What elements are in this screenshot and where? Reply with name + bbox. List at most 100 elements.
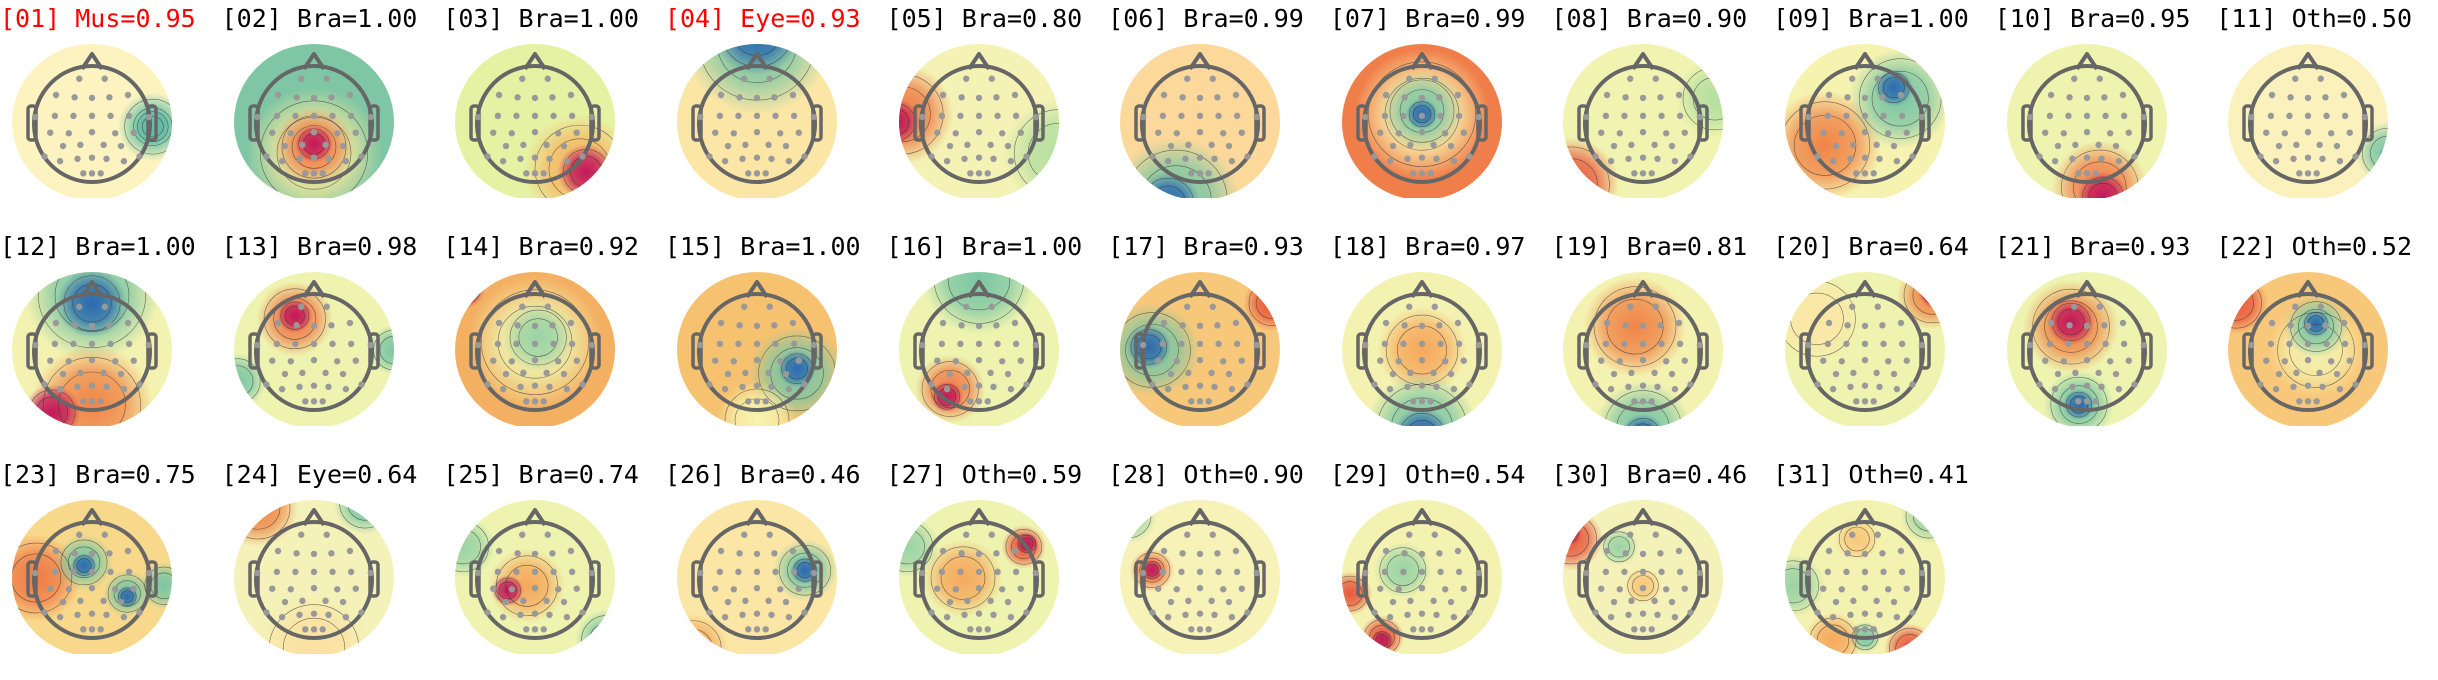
electrode-dot: [1215, 340, 1222, 348]
electrode-dot: [1395, 586, 1402, 593]
electrode-dot: [103, 611, 110, 618]
component-cell-30[interactable]: [30] Bra=0.46: [1551, 458, 1773, 680]
electrode-dot: [1843, 568, 1850, 576]
electrode-dot: [1437, 112, 1444, 120]
ear-icon: [1254, 560, 1266, 598]
electrode-dot: [1400, 340, 1407, 348]
component-cell-01[interactable]: [01] Mus=0.95: [0, 2, 222, 224]
nose-icon: [966, 508, 991, 527]
electrode-dot: [328, 568, 336, 576]
component-cell-11[interactable]: [11] Oth=0.50: [2216, 2, 2438, 224]
electrode-dot: [2064, 340, 2072, 348]
electrode-dot: [1628, 369, 1636, 377]
electrode-dot: [730, 358, 737, 365]
component-cell-23[interactable]: [23] Bra=0.75: [0, 458, 222, 680]
electrode-dot: [1879, 94, 1886, 101]
electrode-dot: [484, 381, 491, 388]
component-cell-03[interactable]: [03] Bra=1.00: [443, 2, 665, 224]
component-cell-26[interactable]: [26] Bra=0.46: [665, 458, 887, 680]
topomap: [1120, 44, 1281, 198]
nose-icon: [1631, 52, 1656, 71]
component-cell-14[interactable]: [14] Bra=0.92: [443, 230, 665, 452]
electrode-dot: [1418, 322, 1426, 330]
ear-icon: [589, 560, 602, 598]
electrode-dot: [2257, 381, 2264, 388]
component-cell-31[interactable]: [31] Oth=0.41: [1773, 458, 1995, 680]
topomap: [1120, 272, 1281, 426]
electrode-dot: [2083, 128, 2090, 136]
electrode-dot: [540, 626, 548, 633]
head-outline: [1583, 292, 1704, 412]
electrode-dot: [785, 157, 793, 165]
electrode-dot: [1658, 340, 1666, 348]
component-cell-13[interactable]: [13] Bra=0.98: [222, 230, 444, 452]
electrode-dot: [568, 91, 575, 99]
component-cell-04[interactable]: [04] Eye=0.93: [665, 2, 887, 224]
ear-icon: [26, 560, 38, 598]
electrode-dot: [975, 398, 982, 405]
ear-icon: [469, 560, 482, 598]
electrode-dot: [1395, 358, 1402, 365]
electrode-dot: [103, 383, 110, 390]
electrode-dot: [262, 381, 270, 388]
electrode-dot: [563, 157, 571, 165]
component-cell-22[interactable]: [22] Oth=0.52: [2216, 230, 2438, 452]
component-cell-08[interactable]: [08] Bra=0.90: [1551, 2, 1773, 224]
electrode-dot: [992, 94, 1000, 101]
electrode-dot: [520, 141, 527, 149]
electrode-dot: [1466, 381, 1473, 388]
electrode-dot: [1625, 611, 1633, 618]
ear-icon: [367, 560, 380, 598]
ear-icon: [1919, 104, 1931, 142]
electrode-dot: [2083, 382, 2090, 389]
component-cell-05[interactable]: [05] Bra=0.80: [887, 2, 1109, 224]
component-cell-27[interactable]: [27] Oth=0.59: [887, 458, 1109, 680]
component-cell-24[interactable]: [24] Eye=0.64: [222, 458, 444, 680]
electrode-dot: [939, 319, 946, 327]
electrode-dot: [310, 382, 317, 389]
electrode-dot: [1460, 129, 1467, 136]
component-cell-15[interactable]: [15] Bra=1.00: [665, 230, 887, 452]
component-cell-18[interactable]: [18] Bra=0.97: [1330, 230, 1552, 452]
electrode-dot: [71, 94, 78, 101]
component-cell-02[interactable]: [02] Bra=1.00: [222, 2, 444, 224]
component-cell-12[interactable]: [12] Bra=1.00: [0, 230, 222, 452]
electrode-dot: [569, 340, 576, 348]
electrode-dot: [2092, 398, 2099, 405]
component-cell-25[interactable]: [25] Bra=0.74: [443, 458, 665, 680]
component-cell-20[interactable]: [20] Bra=0.64: [1773, 230, 1995, 452]
electrode-dot: [1159, 340, 1167, 348]
component-cell-10[interactable]: [10] Bra=0.95: [1995, 2, 2217, 224]
component-cell-21[interactable]: [21] Bra=0.93: [1995, 230, 2217, 452]
electrode-dot: [88, 626, 96, 633]
electrode-dot: [550, 568, 558, 576]
electrode-dot: [579, 609, 587, 616]
electrode-dot: [1829, 613, 1837, 621]
component-cell-19[interactable]: [19] Bra=0.81: [1551, 230, 1773, 452]
component-cell-07[interactable]: [07] Bra=0.99: [1330, 2, 1552, 224]
component-cell-17[interactable]: [17] Bra=0.93: [1108, 230, 1330, 452]
component-cell-16[interactable]: [16] Bra=1.00: [887, 230, 1109, 452]
component-label: [26] Bra=0.46: [664, 460, 861, 489]
electrode-dot: [989, 383, 997, 390]
component-cell-29[interactable]: [29] Oth=0.54: [1330, 458, 1552, 680]
electrode-dot: [347, 112, 354, 120]
electrode-dot: [52, 547, 60, 555]
electrode-dot: [745, 170, 752, 177]
electrode-dot: [2060, 358, 2067, 365]
electrode-dot: [310, 584, 317, 592]
component-cell-09[interactable]: [09] Bra=1.00: [1773, 2, 1995, 224]
electrode-dot: [1861, 626, 1869, 633]
ear-icon: [1134, 104, 1146, 142]
ear-icon: [1577, 560, 1590, 598]
ear-icon: [589, 332, 602, 370]
component-cell-28[interactable]: [28] Oth=0.90: [1108, 458, 1330, 680]
electrode-dot: [1418, 356, 1426, 364]
electrode-dot: [2313, 170, 2321, 177]
electrode-dot: [1225, 370, 1233, 378]
component-cell-06[interactable]: [06] Bra=0.99: [1108, 2, 1330, 224]
electrode-dot: [943, 613, 950, 621]
electrode-dot: [1885, 358, 1892, 365]
ear-icon: [1254, 104, 1266, 142]
electrode-dot: [125, 568, 133, 576]
